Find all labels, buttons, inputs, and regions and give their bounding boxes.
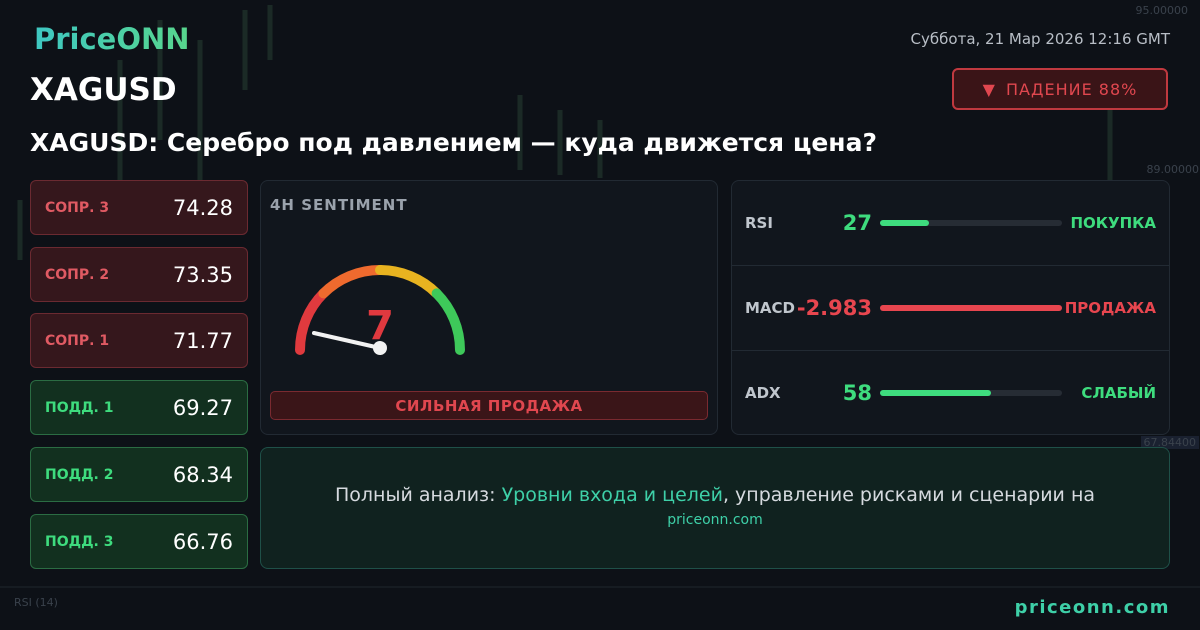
level-name: СОПР. 1 <box>45 332 110 349</box>
gauge-needle <box>312 331 382 350</box>
level: ПОДД. 1 69.27 <box>30 380 248 435</box>
indicator-label: RSI (14) <box>14 596 58 609</box>
indicator-signal: ПОКУПКА <box>1070 213 1156 232</box>
level: СОПР. 1 71.77 <box>30 313 248 368</box>
level-value: 71.77 <box>172 328 233 353</box>
sentiment-title: 4H SENTIMENT <box>270 196 408 214</box>
level-name: СОПР. 2 <box>45 266 110 283</box>
cta-line: Полный анализ: Уровни входа и целей, упр… <box>261 484 1169 506</box>
gauge-arc <box>294 288 329 355</box>
level: СОПР. 3 74.28 <box>30 180 248 235</box>
indicator-period: (14) <box>35 596 58 609</box>
indicator-track <box>880 389 1062 396</box>
indicator-row: MACD -2.983 ПРОДАЖА <box>731 265 1170 350</box>
headline: XAGUSD: Серебро под давлением — куда дви… <box>30 128 877 157</box>
down-arrow: ▼ <box>982 79 996 99</box>
date: Суббота, 21 Мар 2026 12:16 GMT <box>910 30 1170 48</box>
cta-url[interactable]: priceonn.com <box>667 512 763 528</box>
footer-url[interactable]: priceonn.com <box>1014 597 1170 618</box>
axis-label: 67.84400 <box>1140 436 1199 449</box>
level: ПОДД. 3 66.76 <box>30 514 248 569</box>
logo: PriceONN <box>34 22 190 56</box>
indicator-bar <box>880 304 1062 311</box>
indicator-track <box>880 304 1062 311</box>
axis-label: 89.00000 <box>1146 163 1200 176</box>
indicator-value: 58 <box>842 380 872 405</box>
gauge-arc <box>431 288 466 355</box>
cta-text: Полный анализ: <box>334 484 502 506</box>
indicator-signal: ПРОДАЖА <box>1064 298 1156 317</box>
level: СОПР. 2 73.35 <box>30 247 248 302</box>
gauge-hub <box>373 341 387 355</box>
indicator-value: 27 <box>842 210 872 235</box>
level-value: 69.27 <box>172 395 233 420</box>
level-name: ПОДД. 2 <box>45 466 114 483</box>
axis-label: 95.00000 <box>1135 4 1189 17</box>
indicator-signal: СЛАБЫЙ <box>1081 383 1156 402</box>
symbol: XAGUSD <box>30 72 177 108</box>
indicator-name: RSI <box>14 596 32 609</box>
gauge-arc <box>375 264 442 299</box>
cta-link[interactable]: Уровни входа и целей <box>501 484 723 506</box>
level-name: СОПР. 3 <box>45 199 110 216</box>
indicator-value: -2.983 <box>796 295 872 320</box>
indicator-bar <box>880 219 930 226</box>
gauge-arc <box>318 264 385 299</box>
indicator-name: ADX <box>745 383 781 402</box>
level-value: 68.34 <box>172 462 233 487</box>
divider <box>731 265 1170 266</box>
level-name: ПОДД. 1 <box>45 399 114 416</box>
level: ПОДД. 2 68.34 <box>30 447 248 502</box>
cta-box: Полный анализ: Уровни входа и целей, упр… <box>260 447 1170 569</box>
change-badge: ▼ ПАДЕНИЕ 88% <box>952 68 1168 110</box>
indicator-row: ADX 58 СЛАБЫЙ <box>731 350 1170 435</box>
indicator-track <box>880 219 1062 226</box>
indicator-bar <box>880 389 992 396</box>
sentiment-verdict: СИЛЬНАЯ ПРОДАЖА <box>270 391 708 420</box>
level-value: 66.76 <box>172 529 233 554</box>
indicator-row: RSI 27 ПОКУПКА <box>731 180 1170 265</box>
cta-text: , управление рисками и сценарии на <box>722 484 1096 506</box>
level-value: 74.28 <box>172 195 233 220</box>
gauge-value: 7 <box>366 303 394 349</box>
background-candles <box>17 5 1113 260</box>
badge-text: ПАДЕНИЕ 88% <box>1005 79 1138 99</box>
indicator-name: MACD <box>745 298 795 317</box>
indicator-name: RSI <box>745 213 773 232</box>
level-value: 73.35 <box>172 262 233 287</box>
level-name: ПОДД. 3 <box>45 533 114 550</box>
divider <box>731 350 1170 351</box>
